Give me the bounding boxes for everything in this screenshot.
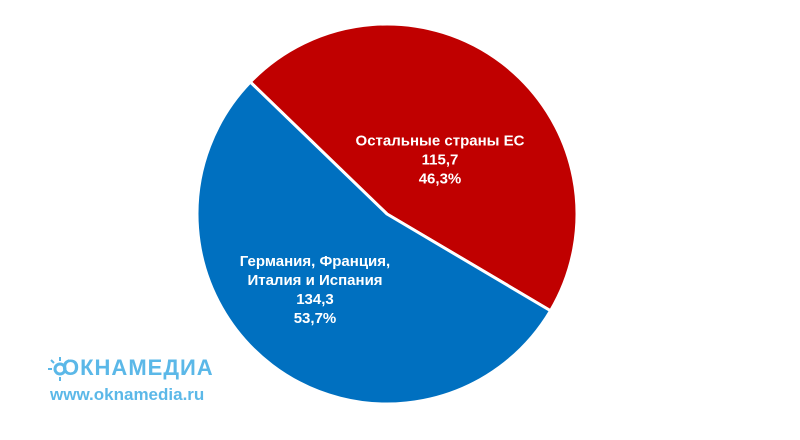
brand-logo: ОКНАМЕДИА: [62, 355, 214, 380]
value-label: 115,7: [421, 151, 459, 169]
percent-label: 53,7%: [293, 310, 337, 327]
slice-label: Германия, Франция, Италия и Испания 134,3…: [220, 252, 410, 328]
slice-label: Остальные страны ЕС 115,7 46,3%: [350, 132, 530, 189]
logo-icon: [48, 357, 70, 381]
brand-url: www.oknamedia.ru: [50, 385, 205, 404]
category-label: Германия, Франция, Италия и Испания: [239, 253, 391, 289]
pie-slice: [248, 22, 579, 313]
value-label: 134,3: [296, 291, 334, 308]
category-label: Остальные страны ЕС: [355, 132, 525, 150]
pie-slice: [195, 80, 553, 406]
percent-label: 46,3%: [418, 170, 462, 188]
